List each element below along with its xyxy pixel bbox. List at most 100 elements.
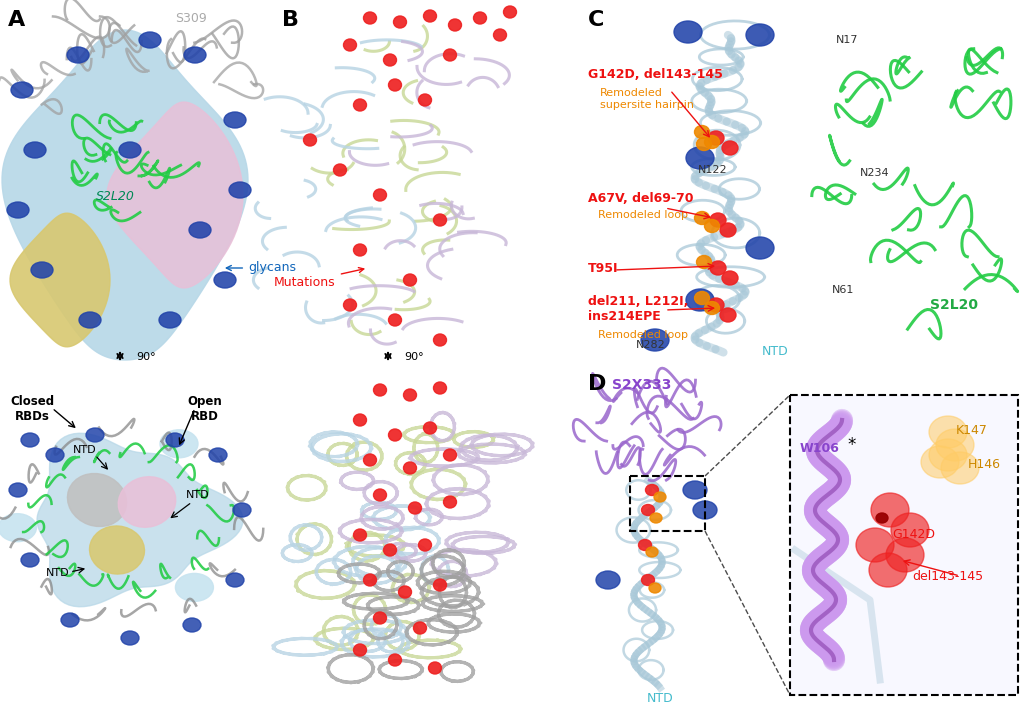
Polygon shape <box>10 213 110 346</box>
Ellipse shape <box>746 24 774 46</box>
Ellipse shape <box>166 433 184 447</box>
Ellipse shape <box>11 82 33 98</box>
Text: S2L20: S2L20 <box>95 190 134 203</box>
Text: G142D, del143-145: G142D, del143-145 <box>588 68 723 81</box>
Text: Remodeled loop: Remodeled loop <box>598 330 688 340</box>
Ellipse shape <box>720 223 736 237</box>
Ellipse shape <box>24 142 46 158</box>
Ellipse shape <box>596 571 620 589</box>
Ellipse shape <box>364 12 377 24</box>
Polygon shape <box>37 433 243 607</box>
Ellipse shape <box>443 49 457 61</box>
Ellipse shape <box>641 329 669 351</box>
Text: Mutations: Mutations <box>274 268 364 288</box>
Ellipse shape <box>419 539 431 551</box>
Ellipse shape <box>443 449 457 461</box>
Text: del211, L212I,
ins214EPE: del211, L212I, ins214EPE <box>588 295 688 323</box>
Ellipse shape <box>229 182 251 198</box>
Text: N234: N234 <box>860 168 890 178</box>
Ellipse shape <box>89 526 144 574</box>
Text: A: A <box>8 10 26 30</box>
Ellipse shape <box>696 256 712 268</box>
Text: *: * <box>848 436 856 454</box>
Text: NTD: NTD <box>46 568 70 578</box>
Ellipse shape <box>443 496 457 508</box>
Polygon shape <box>2 30 248 360</box>
Ellipse shape <box>941 452 979 484</box>
Ellipse shape <box>175 574 213 601</box>
Ellipse shape <box>184 47 206 63</box>
Ellipse shape <box>374 189 386 201</box>
Ellipse shape <box>31 262 53 278</box>
Ellipse shape <box>876 513 888 523</box>
Ellipse shape <box>353 644 367 656</box>
Bar <box>630 476 705 531</box>
Text: Open
RBD: Open RBD <box>187 395 222 423</box>
Text: Remodeled
supersite hairpin: Remodeled supersite hairpin <box>600 88 694 109</box>
Text: W106: W106 <box>800 442 840 454</box>
Ellipse shape <box>654 492 666 502</box>
Ellipse shape <box>869 553 907 587</box>
Ellipse shape <box>388 79 401 91</box>
Ellipse shape <box>710 213 726 227</box>
Ellipse shape <box>720 308 736 322</box>
Ellipse shape <box>86 428 104 442</box>
Text: S2X333: S2X333 <box>612 378 672 392</box>
Ellipse shape <box>433 214 446 226</box>
Ellipse shape <box>374 384 386 396</box>
Ellipse shape <box>388 429 401 441</box>
Ellipse shape <box>46 448 63 462</box>
Ellipse shape <box>694 292 710 305</box>
Ellipse shape <box>871 493 909 527</box>
Text: Remodeled loop: Remodeled loop <box>598 210 688 220</box>
Ellipse shape <box>708 131 724 145</box>
Ellipse shape <box>393 16 407 28</box>
Ellipse shape <box>68 474 127 527</box>
Ellipse shape <box>119 142 141 158</box>
Ellipse shape <box>233 503 251 517</box>
Text: K147: K147 <box>956 423 988 437</box>
Ellipse shape <box>0 513 37 542</box>
Text: 90°: 90° <box>404 352 424 362</box>
Text: NTD: NTD <box>646 692 674 705</box>
Ellipse shape <box>645 484 658 496</box>
Ellipse shape <box>419 94 431 106</box>
Ellipse shape <box>746 237 774 259</box>
Ellipse shape <box>209 448 227 462</box>
Ellipse shape <box>433 334 446 346</box>
Ellipse shape <box>705 136 720 148</box>
Text: G142D: G142D <box>892 528 935 542</box>
Ellipse shape <box>224 112 246 128</box>
Ellipse shape <box>414 622 427 634</box>
Text: N122: N122 <box>698 165 728 175</box>
Ellipse shape <box>139 32 161 48</box>
Ellipse shape <box>504 6 516 18</box>
Ellipse shape <box>214 272 236 288</box>
Ellipse shape <box>424 422 436 434</box>
Text: T95I: T95I <box>588 262 618 275</box>
Ellipse shape <box>343 299 356 311</box>
Ellipse shape <box>403 462 417 474</box>
Ellipse shape <box>856 528 894 562</box>
Text: S2L20: S2L20 <box>930 298 978 312</box>
Ellipse shape <box>929 416 967 448</box>
Text: NTD: NTD <box>762 345 788 358</box>
Ellipse shape <box>384 54 396 66</box>
Ellipse shape <box>686 289 714 311</box>
Ellipse shape <box>303 134 316 146</box>
Ellipse shape <box>159 312 181 328</box>
Ellipse shape <box>722 141 738 155</box>
Ellipse shape <box>650 513 662 523</box>
Ellipse shape <box>388 654 401 666</box>
Ellipse shape <box>353 529 367 541</box>
Ellipse shape <box>649 583 662 593</box>
Ellipse shape <box>183 618 201 632</box>
Ellipse shape <box>674 21 702 43</box>
Ellipse shape <box>705 302 720 315</box>
Text: NTD: NTD <box>186 490 210 500</box>
Ellipse shape <box>921 446 959 478</box>
Ellipse shape <box>705 219 720 232</box>
Ellipse shape <box>374 489 386 501</box>
Ellipse shape <box>639 540 651 550</box>
Ellipse shape <box>428 662 441 674</box>
